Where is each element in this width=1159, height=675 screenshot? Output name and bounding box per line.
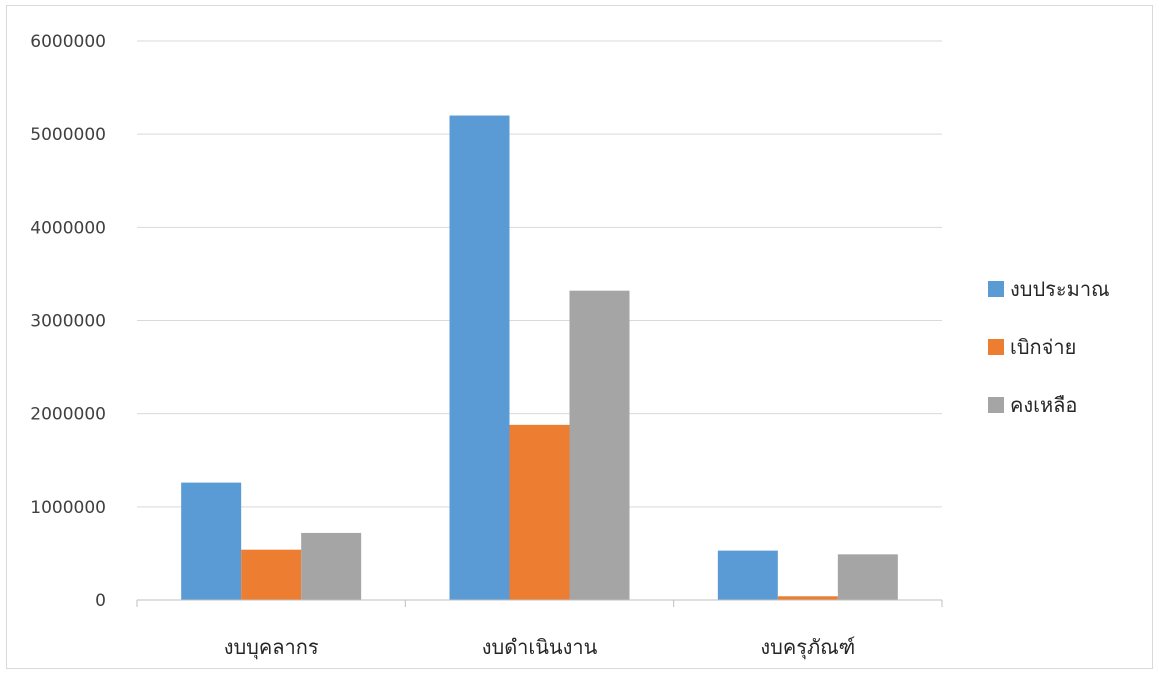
- bar: [449, 115, 510, 601]
- bar: [777, 596, 838, 600]
- y-tick-label: 1000000: [30, 498, 106, 518]
- bar: [509, 424, 570, 600]
- axis-labels: 0 1000000 2000000 3000000 4000000 5000000 6000…: [30, 32, 855, 660]
- axes: [136, 599, 943, 607]
- bar: [569, 290, 630, 600]
- legend-swatch: [988, 397, 1004, 413]
- legend-swatch: [988, 339, 1004, 355]
- bar: [181, 482, 242, 600]
- gridlines: [137, 40, 942, 508]
- bar: [717, 550, 778, 600]
- y-tick-label: 2000000: [30, 405, 106, 425]
- legend-swatch: [988, 281, 1004, 297]
- x-category-label: งบดำเนินงาน: [482, 635, 598, 659]
- legend-label: เบิกจ่าย: [1010, 335, 1076, 359]
- bars: [181, 115, 898, 601]
- bar: [837, 554, 898, 600]
- x-category-label: งบบุคลากร: [224, 635, 319, 660]
- y-tick-label: 0: [95, 591, 106, 611]
- x-category-label: งบครุภัณฑ์: [760, 635, 855, 660]
- bar: [241, 549, 302, 600]
- y-tick-label: 3000000: [30, 312, 106, 332]
- y-tick-label: 4000000: [30, 218, 106, 238]
- y-tick-label: 6000000: [30, 32, 106, 52]
- bar: [301, 532, 362, 600]
- legend-label: งบประมาณ: [1010, 277, 1110, 301]
- legend-label: คงเหลือ: [1010, 393, 1077, 417]
- y-tick-label: 5000000: [30, 125, 106, 145]
